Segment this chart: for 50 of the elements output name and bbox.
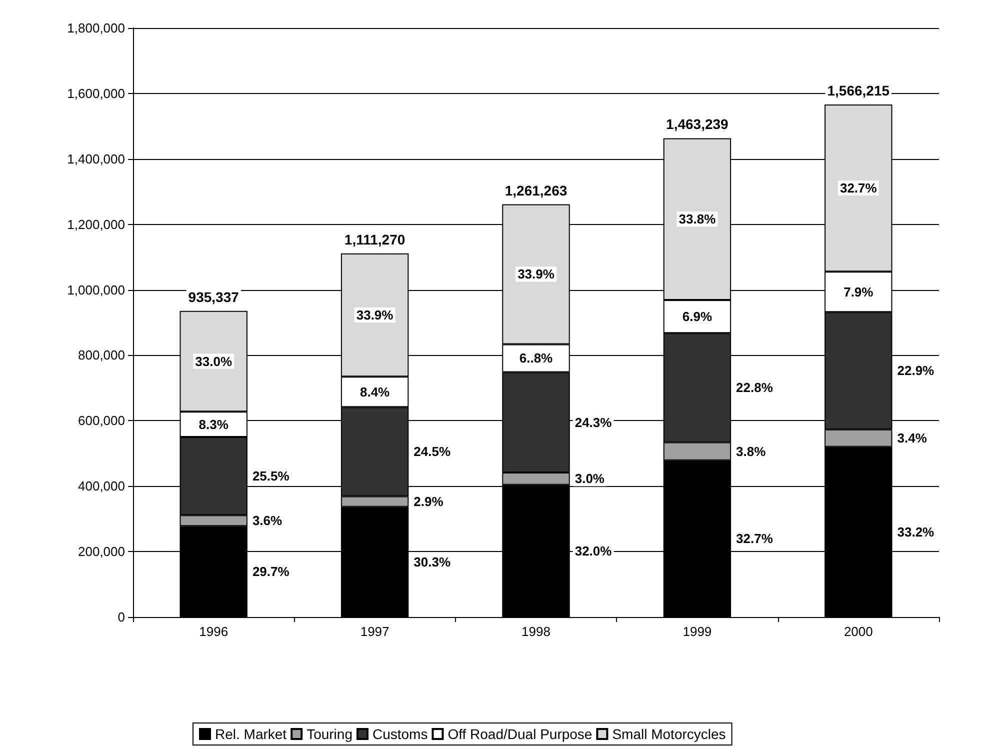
annotation: 25.5% [252,468,290,484]
total-label: 1,463,239 [666,116,729,132]
annotation: 3.0% [574,471,605,486]
y-tick-label: 1,800,000 [67,20,125,36]
y-tick-label: 1,200,000 [67,216,125,232]
y-tick-label: 600,000 [78,413,125,428]
annotation: 6.9% [682,309,712,324]
legend-label: Touring [306,726,352,742]
x-tick-label: 1997 [360,624,390,639]
annotation: 33.0% [195,354,232,369]
annotation: 8.3% [198,416,229,432]
annotation: 8.4% [360,384,390,400]
annotation: 22.9% [897,363,935,378]
y-tick-label: 0 [118,610,125,624]
annotation: 7.9% [844,284,874,300]
legend-label: Rel. Market [215,726,287,742]
y-tick-label: 1,000,000 [67,282,125,298]
annotation: 33.8% [678,212,716,227]
annotation: 22.8% [736,380,774,396]
legend-label: Customs [372,726,428,742]
total-label: 935,337 [188,288,240,305]
annotation: 33.9% [356,308,394,323]
y-tick-label: 400,000 [78,478,125,494]
total-label: 1,566,215 [827,82,890,98]
y-tick-label: 1,600,000 [67,86,125,101]
x-tick-label: 2000 [844,624,873,639]
total-label: 1,261,263 [504,182,568,198]
y-tick-label: 1,400,000 [67,151,125,166]
annotation: 24.5% [414,444,451,460]
annotation: 24.3% [574,414,612,430]
annotation: 30.3% [414,554,451,570]
y-tick-label: 200,000 [78,544,125,560]
annotation: 2.9% [414,494,444,510]
annotation: 33.2% [897,524,935,540]
x-tick-label: 1999 [682,624,712,639]
annotation: 32.7% [736,531,774,546]
annotation: 3.8% [736,444,766,459]
legend-label: Off Road/Dual Purpose [448,726,592,742]
annotation: 3.4% [897,430,928,446]
x-tick-label: 1998 [522,624,550,639]
annotation: 32.7% [840,180,878,196]
annotation: 33.9% [518,266,555,282]
annotation: 29.7% [252,564,290,580]
annotation: 6..8% [519,350,554,366]
y-tick-label: 800,000 [78,348,125,363]
legend-label: Small Motorcycles [612,726,726,742]
x-tick-label: 1996 [199,624,228,639]
total-label: 1,111,270 [344,231,406,248]
annotation: 3.6% [252,513,283,528]
annotation: 32.0% [574,543,612,558]
